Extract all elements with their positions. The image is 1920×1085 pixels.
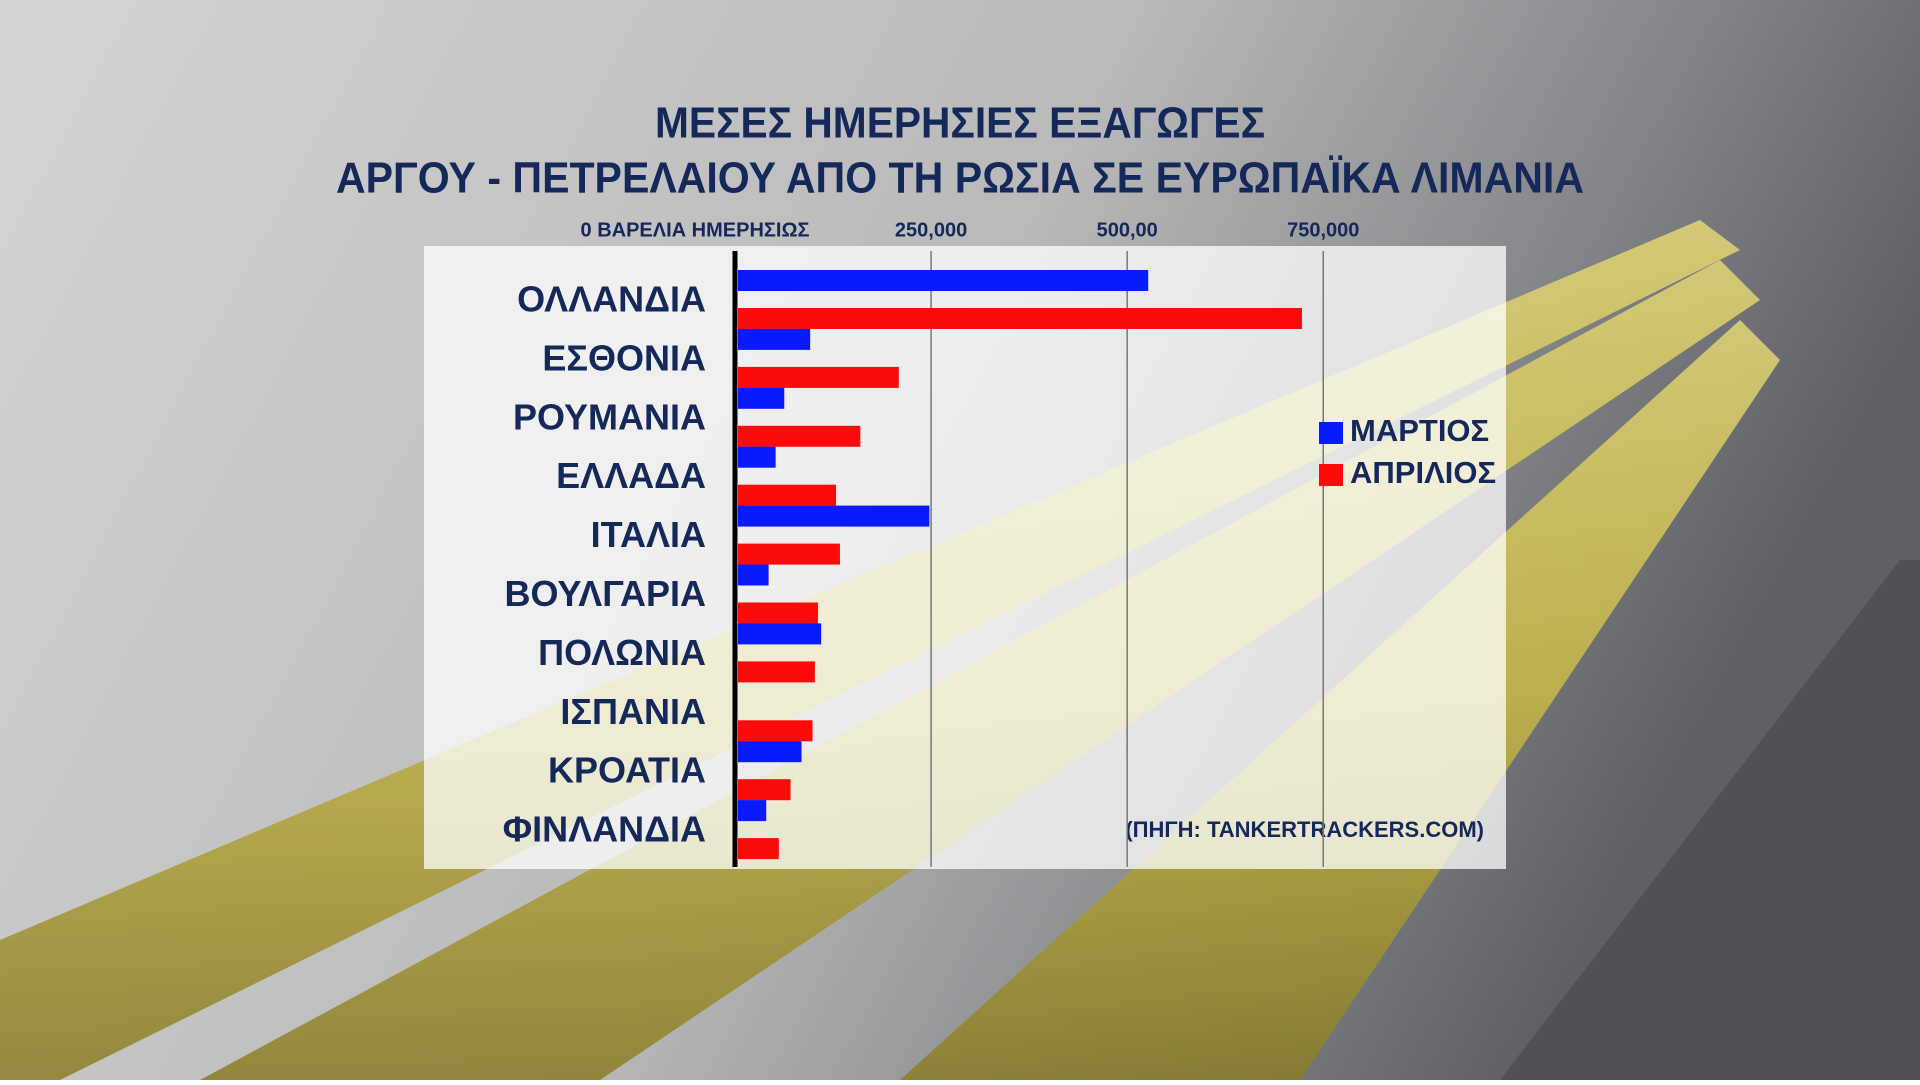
y-tick-label: ΒΟΥΛΓΑΡΙΑ <box>505 573 706 614</box>
y-tick-label: ΕΛΛΑΔΑ <box>556 455 706 496</box>
y-tick-label: ΕΣΘΟΝΙΑ <box>542 337 706 378</box>
bar <box>738 484 837 506</box>
bar <box>738 366 899 388</box>
bar <box>738 838 779 860</box>
bar <box>738 779 791 801</box>
bar <box>738 800 767 822</box>
source-note: (ΠΗΓΗ: TANKERTRACKERS.COM) <box>1125 817 1484 842</box>
y-tick-label: ΟΛΛΑΝΔΙΑ <box>517 279 706 320</box>
y-tick-label: ΙΤΑΛΙΑ <box>591 514 706 555</box>
x-tick-label: 0 ΒΑΡΕΛΙΑ ΗΜΕΡΗΣΙΩΣ <box>581 219 810 241</box>
x-tick-label: 750,000 <box>1287 219 1359 241</box>
x-tick-label: 250,000 <box>895 219 967 241</box>
legend-label: ΜΑΡΤΙΟΣ <box>1350 413 1489 448</box>
y-tick-label: ΡΟΥΜΑΝΙΑ <box>513 396 706 437</box>
bar <box>738 602 819 624</box>
bar <box>738 720 813 742</box>
legend-swatch <box>1319 422 1343 444</box>
bar <box>738 328 811 350</box>
y-tick-label: ΦΙΝΛΑΝΔΙΑ <box>503 809 706 850</box>
bar <box>738 661 815 683</box>
legend-label: ΑΠΡΙΛΙΟΣ <box>1350 455 1496 490</box>
bar <box>738 505 930 527</box>
y-tick-label: ΠΟΛΩΝΙΑ <box>538 632 706 673</box>
bar <box>738 623 822 645</box>
legend-swatch <box>1319 464 1343 486</box>
bar <box>738 741 802 763</box>
bar <box>738 425 861 447</box>
bar <box>738 564 769 586</box>
bar <box>738 543 840 565</box>
bar <box>738 308 1302 329</box>
bar <box>738 387 785 409</box>
bar <box>738 270 1149 291</box>
bar <box>738 446 776 468</box>
chart-title: ΑΡΓΟΥ - ΠΕΤΡΕΛΑΙΟΥ ΑΠΟ ΤΗ ΡΩΣΙΑ ΣΕ ΕΥΡΩΠ… <box>336 154 1584 203</box>
x-tick-label: 500,00 <box>1097 219 1158 241</box>
y-tick-label: ΙΣΠΑΝΙΑ <box>560 691 706 732</box>
chart-title: ΜΕΣΕΣ ΗΜΕΡΗΣΙΕΣ ΕΞΑΓΩΓΕΣ <box>655 99 1265 148</box>
plot-panel <box>424 246 1506 869</box>
y-tick-label: ΚΡΟΑΤΙΑ <box>548 750 706 791</box>
